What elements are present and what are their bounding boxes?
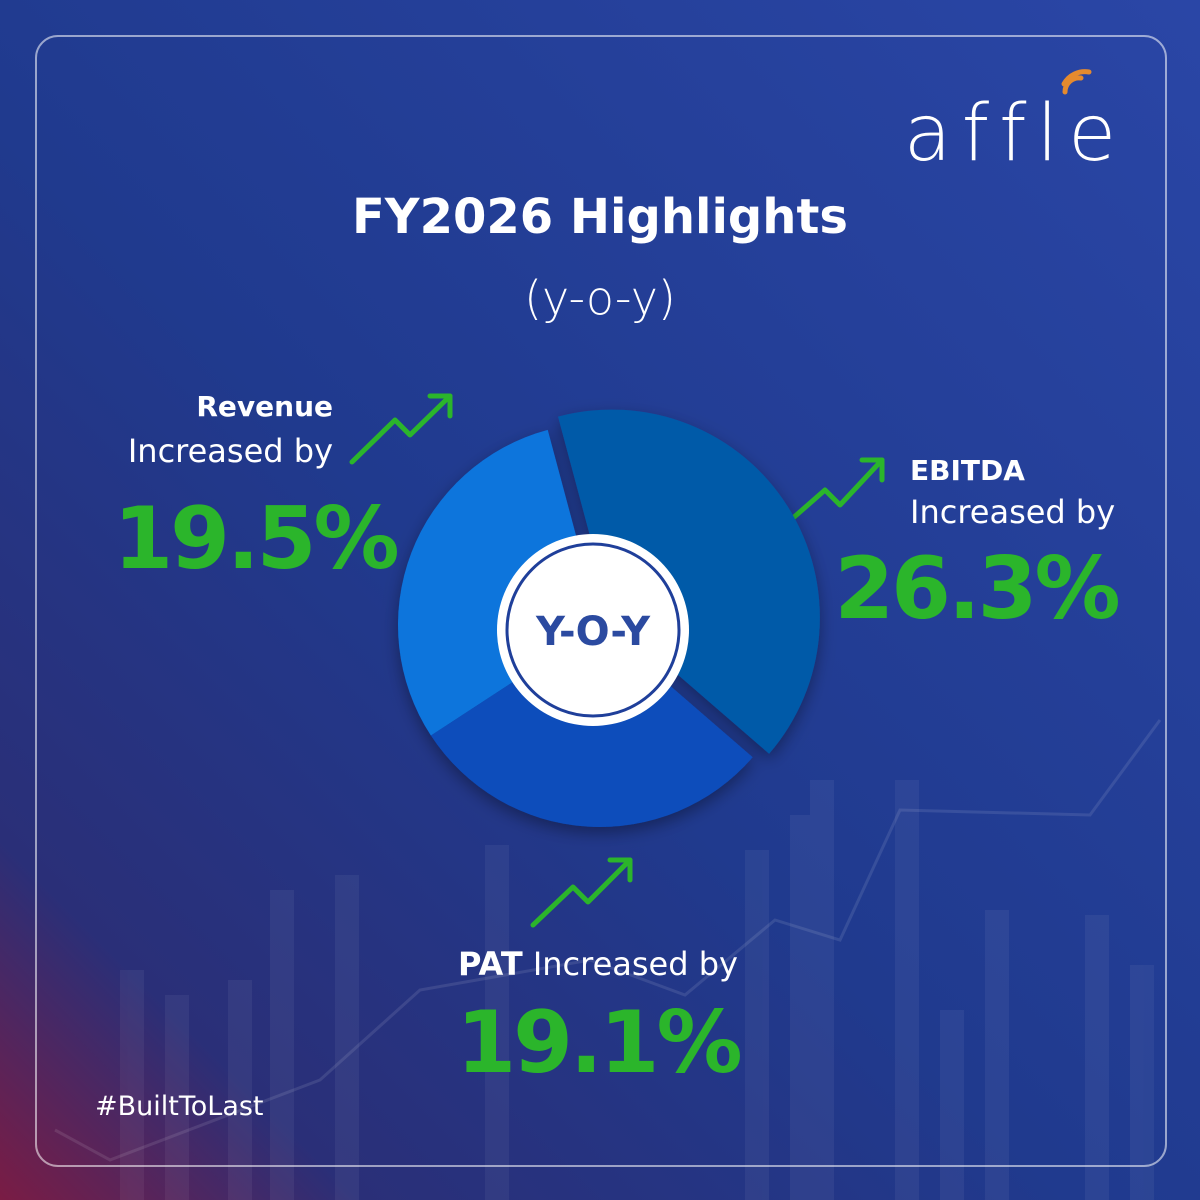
pie <box>398 409 820 827</box>
pie-slice <box>398 429 600 736</box>
metric-value: 19.1% <box>456 993 740 1093</box>
metric-text: Increased by <box>910 493 1115 531</box>
frame <box>35 35 1167 1167</box>
metric-name: Revenue <box>196 390 333 423</box>
metric-name: EBITDA <box>910 454 1025 487</box>
metric-text: Increased by <box>533 945 738 983</box>
metric-value: 19.5% <box>113 489 397 589</box>
subtitle: (y-o-y) <box>524 271 676 325</box>
logo: affle <box>904 89 1126 179</box>
center-label: Y-O-Y <box>535 609 651 655</box>
metric-line: PAT Increased by <box>458 945 738 983</box>
center-ring <box>505 542 681 718</box>
pie-slice <box>558 409 820 754</box>
hashtag: #BuiltToLast <box>95 1091 264 1122</box>
metric-text: Increased by <box>128 432 333 470</box>
title: FY2026 Highlights <box>352 189 848 245</box>
trend-arrows <box>349 393 885 928</box>
pie-slice <box>430 625 753 827</box>
logo-signal <box>1061 69 1092 95</box>
metric-value: 26.3% <box>834 539 1118 639</box>
decor-line <box>54 719 1162 1162</box>
center-disc <box>497 534 689 726</box>
metric-name: PAT <box>458 945 523 983</box>
